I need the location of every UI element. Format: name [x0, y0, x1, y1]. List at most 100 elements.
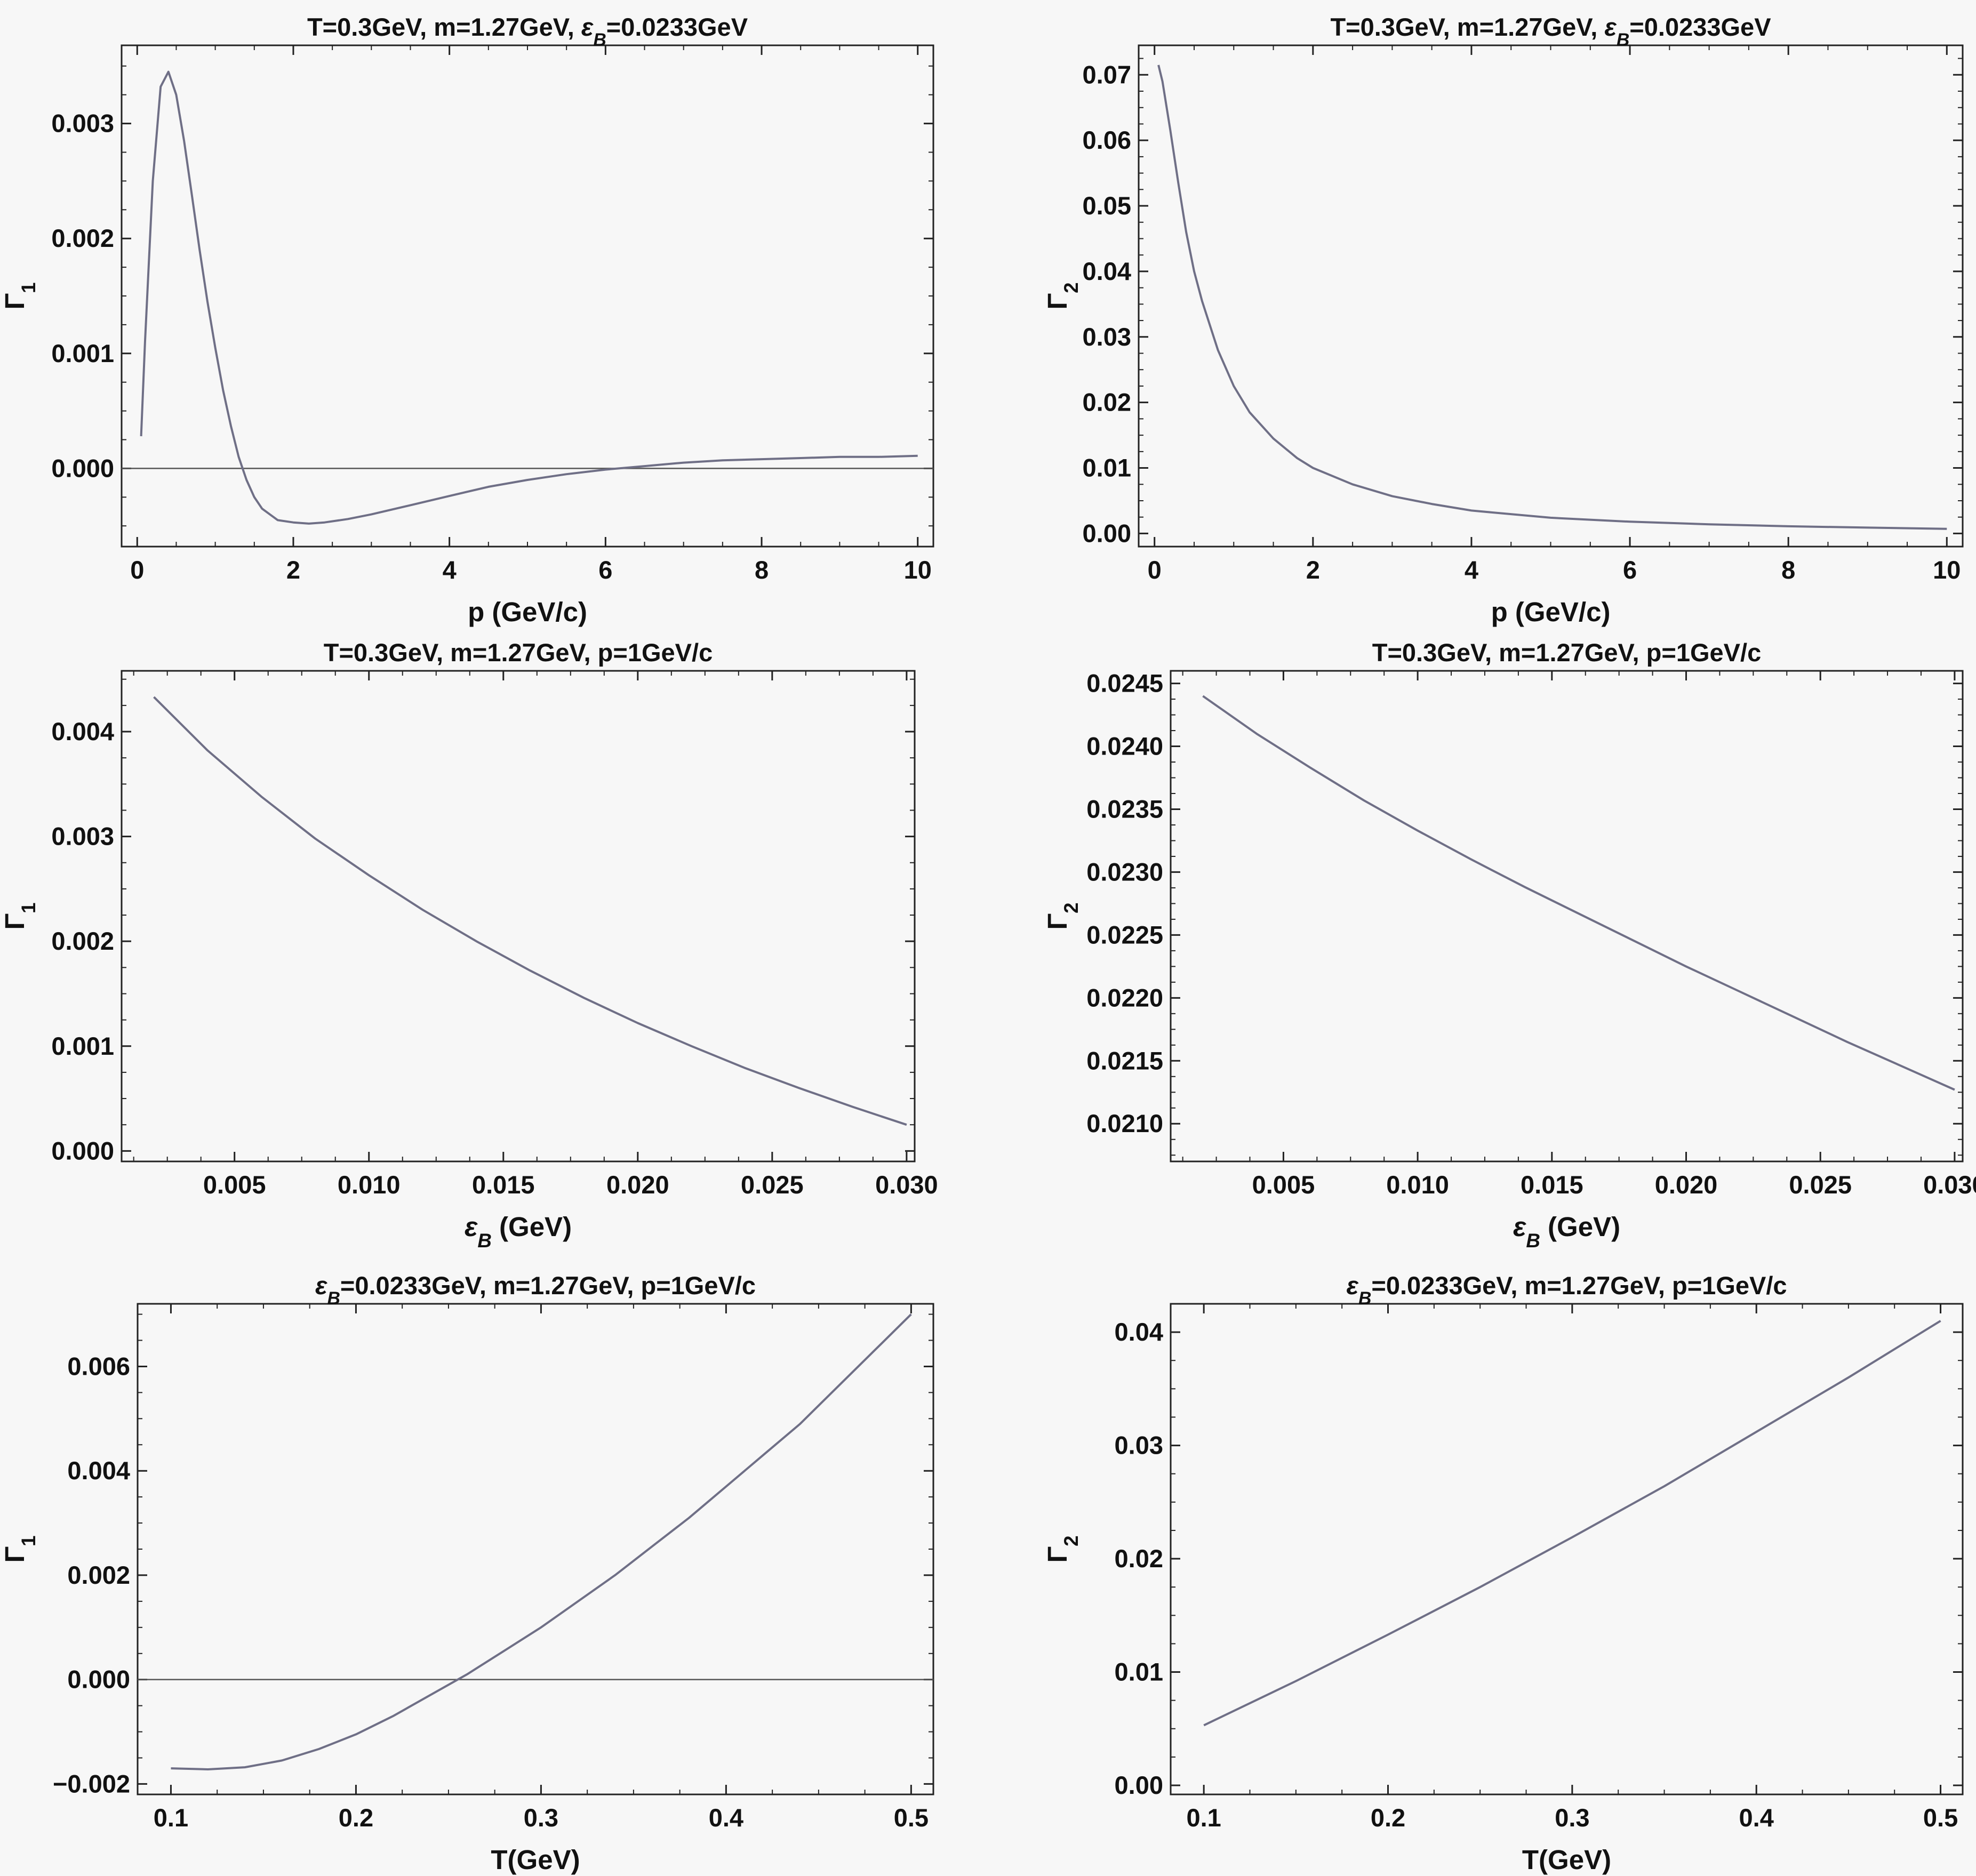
y-tick-label: −0.002 — [53, 1769, 130, 1798]
y-tick-label: 0.0235 — [1086, 795, 1163, 823]
x-tick-label: 0.2 — [1371, 1803, 1405, 1832]
y-tick-label: 0.001 — [51, 339, 114, 367]
y-tick-label: 0.004 — [51, 717, 114, 745]
y-tick-label: 0.004 — [67, 1456, 130, 1485]
x-tick-label: 0.020 — [606, 1171, 669, 1199]
x-tick-label: 0.5 — [894, 1803, 929, 1832]
x-tick-label: 10 — [1933, 556, 1961, 584]
x-tick-label: 8 — [1781, 556, 1795, 584]
y-tick-label: 0.05 — [1083, 191, 1131, 220]
y-tick-label: 0.000 — [51, 1136, 114, 1165]
x-tick-label: 0.3 — [524, 1803, 558, 1832]
chart-title: T=0.3GeV, m=1.27GeV, p=1GeV/c — [324, 638, 713, 667]
x-tick-label: 0.4 — [709, 1803, 743, 1832]
x-tick-label: 8 — [755, 556, 769, 584]
y-tick-label: 0.0220 — [1086, 983, 1163, 1012]
x-tick-label: 0.025 — [741, 1171, 804, 1199]
x-tick-label: 0.2 — [339, 1803, 373, 1832]
x-tick-label: 2 — [1306, 556, 1320, 584]
y-tick-label: 0.06 — [1083, 126, 1131, 154]
y-tick-label: 0.002 — [67, 1561, 130, 1589]
x-tick-label: 0.015 — [472, 1171, 535, 1199]
y-tick-label: 0.02 — [1115, 1544, 1163, 1573]
series-line-1 — [1157, 65, 1947, 530]
x-tick-label: 0.5 — [1923, 1803, 1958, 1832]
y-tick-label: 0.000 — [51, 454, 114, 482]
chart-panel-5: εB=0.0233GeV, m=1.27GeV, p=1GeV/c0.1 0.2 0… — [0, 1271, 934, 1875]
y-tick-label: 0.0230 — [1086, 857, 1163, 886]
series-line-1 — [171, 1313, 912, 1770]
x-tick-label: 0 — [1148, 556, 1162, 584]
series-line-1 — [1203, 1320, 1941, 1727]
y-axis-label: Γ1 — [0, 1535, 39, 1562]
y-tick-label: 0.0210 — [1086, 1109, 1163, 1137]
x-tick-label: 2 — [286, 556, 300, 584]
x-tick-label: 0 — [130, 556, 144, 584]
y-tick-label: 0.01 — [1083, 454, 1131, 482]
x-axis-label: εB (GeV) — [1513, 1212, 1620, 1252]
y-tick-label: 0.006 — [67, 1352, 130, 1380]
plot-frame — [137, 1303, 934, 1795]
y-tick-label: 0.01 — [1115, 1658, 1163, 1686]
chart-panel-4: T=0.3GeV, m=1.27GeV, p=1GeV/c 0.005 0.010 0… — [1042, 638, 1976, 1252]
y-tick-label: 0.003 — [51, 109, 114, 138]
y-tick-label: 0.0240 — [1086, 732, 1163, 760]
x-tick-label: 6 — [598, 556, 612, 584]
y-tick-label: 0.03 — [1115, 1431, 1163, 1460]
x-axis-label: εB (GeV) — [465, 1212, 572, 1252]
series-line-1 — [153, 696, 907, 1126]
y-axis-label: Γ1 — [0, 282, 39, 309]
y-axis-label: Γ2 — [1042, 902, 1082, 929]
x-tick-label: 0.030 — [875, 1171, 938, 1199]
y-axis-label: Γ2 — [1042, 1535, 1082, 1562]
y-tick-label: 0.000 — [67, 1665, 130, 1694]
x-tick-label: 0.3 — [1555, 1803, 1589, 1832]
y-tick-label: 0.0215 — [1086, 1046, 1163, 1075]
x-axis-label: p (GeV/c) — [1491, 597, 1611, 627]
y-tick-label: 0.002 — [51, 224, 114, 252]
x-tick-label: 0.005 — [203, 1171, 266, 1199]
x-tick-label: 0.015 — [1521, 1171, 1583, 1199]
y-tick-label: 0.02 — [1083, 388, 1131, 416]
plot-frame — [121, 670, 916, 1163]
y-tick-label: 0.07 — [1083, 60, 1131, 89]
x-tick-label: 0.020 — [1655, 1171, 1718, 1199]
y-tick-label: 0.00 — [1083, 519, 1131, 547]
chart-panel-3: T=0.3GeV, m=1.27GeV, p=1GeV/c 0.005 0.010 0… — [0, 638, 938, 1252]
y-axis-label: Γ1 — [0, 902, 39, 929]
plot-frame — [1138, 44, 1964, 548]
y-tick-label: 0.0245 — [1086, 669, 1163, 698]
x-tick-label: 0.030 — [1923, 1171, 1976, 1199]
chart-panel-6: εB=0.0233GeV, m=1.27GeV, p=1GeV/c0.1 0.2 0… — [1042, 1271, 1964, 1875]
y-tick-label: 0.002 — [51, 927, 114, 955]
y-tick-label: 0.003 — [51, 822, 114, 851]
y-axis-label: Γ2 — [1042, 282, 1082, 309]
y-tick-label: 0.00 — [1115, 1771, 1163, 1799]
x-tick-label: 0.1 — [154, 1803, 188, 1832]
plot-frame — [1170, 1303, 1964, 1795]
x-tick-label: 0.010 — [338, 1171, 401, 1199]
x-tick-label: 4 — [443, 556, 457, 584]
y-tick-label: 0.001 — [51, 1032, 114, 1060]
x-axis-label: T(GeV) — [491, 1845, 580, 1875]
y-tick-label: 0.03 — [1083, 323, 1131, 351]
x-tick-label: 4 — [1465, 556, 1478, 584]
x-axis-label: p (GeV/c) — [468, 597, 587, 627]
x-tick-label: 10 — [904, 556, 932, 584]
y-tick-label: 0.04 — [1083, 257, 1131, 285]
y-tick-label: 0.0225 — [1086, 920, 1163, 949]
chart-title: T=0.3GeV, m=1.27GeV, p=1GeV/c — [1372, 638, 1761, 667]
plot-frame — [1170, 670, 1964, 1163]
x-tick-label: 6 — [1623, 556, 1637, 584]
y-tick-label: 0.04 — [1115, 1318, 1163, 1346]
x-tick-label: 0.010 — [1386, 1171, 1449, 1199]
x-tick-label: 0.1 — [1186, 1803, 1221, 1832]
x-tick-label: 0.005 — [1252, 1171, 1315, 1199]
x-tick-label: 0.025 — [1789, 1171, 1852, 1199]
series-line-1 — [1202, 695, 1955, 1091]
series-line-1 — [140, 70, 918, 525]
x-tick-label: 0.4 — [1739, 1803, 1774, 1832]
